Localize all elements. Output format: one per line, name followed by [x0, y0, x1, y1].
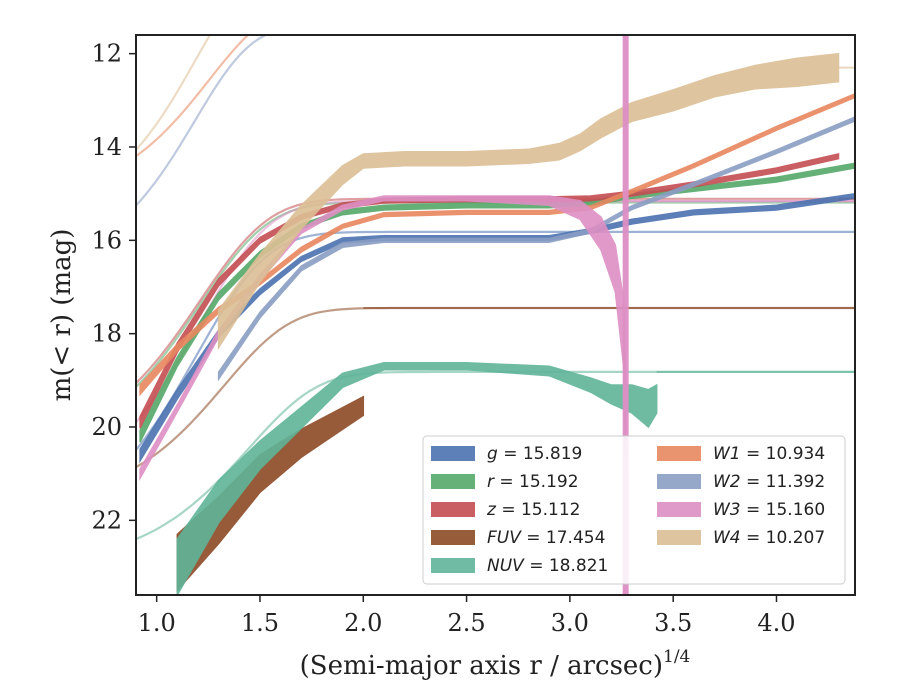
legend-swatch-w2: [657, 474, 701, 489]
legend-band-value: = 10.207: [741, 528, 826, 548]
x-tick-label: 4.0: [757, 609, 795, 637]
legend-swatch-w1: [657, 446, 701, 461]
x-tick-label: 2.5: [447, 609, 485, 637]
legend-box: [422, 435, 846, 585]
y-tick-label: 12: [91, 40, 122, 68]
x-tick-label: 2.0: [344, 609, 382, 637]
fit-curve-w2: [136, 35, 269, 207]
legend-band-value: = 15.112: [496, 500, 581, 520]
legend-band-value: = 18.821: [524, 556, 609, 576]
x-tick-label: 1.0: [138, 609, 176, 637]
y-tick-label: 22: [91, 506, 122, 534]
legend-band-name: g: [487, 444, 498, 464]
legend-band-name: r: [487, 472, 495, 492]
legend-swatch-nuv: [431, 558, 475, 573]
x-axis-label-exponent: 1/4: [663, 647, 690, 667]
legend-band-name: W4: [713, 528, 741, 548]
legend-swatch-r: [431, 474, 475, 489]
legend-band-value: = 11.392: [741, 472, 826, 492]
legend-band-name: FUV: [487, 528, 522, 548]
y-tick-label: 20: [91, 413, 122, 441]
legend-band-name: W2: [713, 472, 741, 492]
legend-swatch-w3: [657, 502, 701, 517]
legend-swatch-w4: [657, 530, 701, 545]
y-tick-label: 14: [91, 133, 122, 161]
legend-band-name: NUV: [487, 556, 525, 576]
legend-band-name: W1: [713, 444, 741, 464]
y-tick-label: 18: [91, 320, 122, 348]
y-axis-label: m(< r) (mag): [47, 229, 77, 402]
y-tick-label: 16: [91, 226, 122, 254]
legend-band-value: = 15.160: [741, 500, 826, 520]
legend-band-value: = 17.454: [521, 528, 606, 548]
y-axis-ticks: 12 14 16 18 20 22: [91, 40, 136, 534]
x-tick-label: 3.5: [654, 609, 692, 637]
legend-label-w1: W1 = 10.934: [713, 444, 825, 464]
legend-label-z: z = 15.112: [486, 500, 580, 520]
legend-swatch-g: [431, 446, 475, 461]
legend-band-name: z: [486, 500, 497, 520]
legend-band-value: = 15.819: [498, 444, 583, 464]
x-axis-label-text: (Semi-major axis r / arcsec): [300, 651, 663, 681]
legend-label-fuv: FUV = 17.454: [487, 528, 605, 548]
band-w4: [217, 52, 840, 351]
legend-swatch-fuv: [431, 530, 475, 545]
band-g: [139, 192, 855, 464]
legend-swatch-z: [431, 502, 475, 517]
x-axis-label: (Semi-major axis r / arcsec)1/4: [300, 647, 691, 681]
legend-label-r: r = 15.192: [487, 472, 579, 492]
legend-label-w3: W3 = 15.160: [713, 500, 825, 520]
legend-band-value: = 10.934: [741, 444, 826, 464]
band-w2: [217, 116, 855, 382]
band-nuv: [176, 362, 658, 595]
legend-band-name: W3: [713, 500, 741, 520]
legend-label-nuv: NUV = 18.821: [487, 556, 608, 576]
legend-band-value: = 15.192: [494, 472, 579, 492]
x-tick-label: 3.0: [551, 609, 589, 637]
legend-label-g: g = 15.819: [487, 444, 582, 464]
x-tick-label: 1.5: [241, 609, 279, 637]
legend-label-w2: W2 = 11.392: [713, 472, 825, 492]
band-w1: [139, 92, 855, 397]
x-axis-ticks: 1.0 1.5 2.0 2.5 3.0 3.5 4.0: [138, 595, 796, 637]
axes-frame: [135, 34, 856, 596]
legend-label-w4: W4 = 10.207: [713, 528, 825, 548]
